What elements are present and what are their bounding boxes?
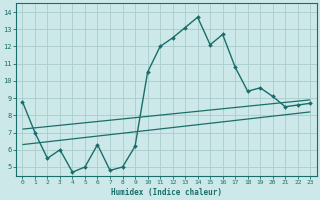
X-axis label: Humidex (Indice chaleur): Humidex (Indice chaleur) <box>111 188 222 197</box>
